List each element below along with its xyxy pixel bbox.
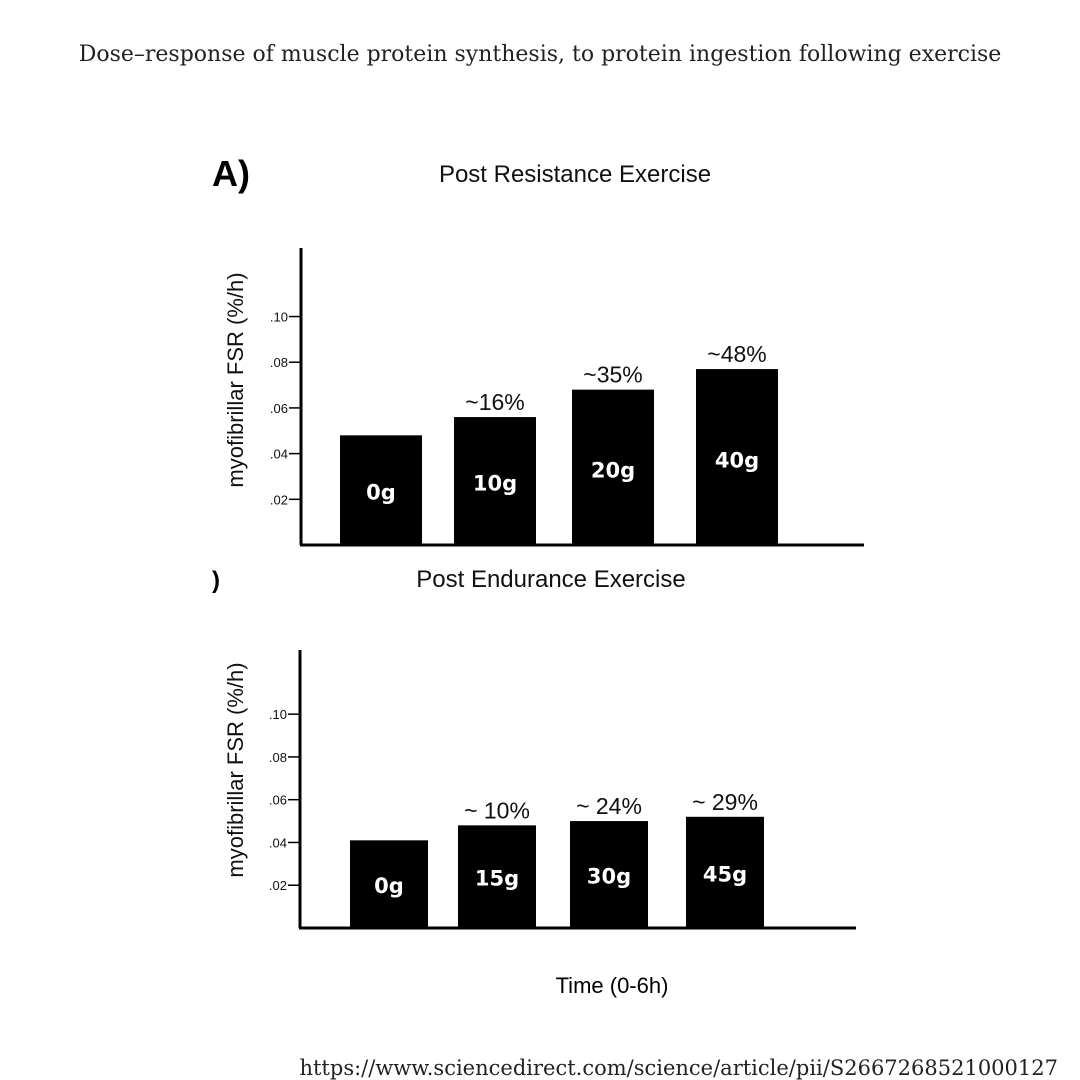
panel-b-label: ) [212, 567, 220, 594]
bar-category-label: 20g [591, 458, 635, 482]
y-tick-label: .10 [270, 310, 288, 325]
y-tick-label: .08 [269, 750, 287, 765]
chart-panel-endurance: Post Endurance Exercise myofibrillar FSR … [223, 566, 856, 928]
y-tick-label: .08 [270, 355, 288, 370]
y-tick-label: .02 [269, 878, 287, 893]
bar-category-label: 0g [366, 480, 396, 504]
chart-panel-resistance: Post Resistance Exercise myofibrillar FSR… [223, 161, 864, 545]
chart-title: Post Resistance Exercise [439, 161, 711, 188]
bar-annotation: ~16% [465, 389, 524, 415]
y-tick-label: .04 [269, 835, 287, 850]
bar-annotation: ~48% [707, 341, 766, 367]
y-axis-label: myofibrillar FSR (%/h) [223, 662, 248, 877]
bar-category-label: 30g [587, 865, 631, 889]
bar-annotation: ~ 24% [576, 793, 642, 819]
chart-title: Post Endurance Exercise [416, 566, 685, 593]
bar-annotation: ~ 29% [692, 789, 758, 815]
bar-category-label: 0g [374, 874, 404, 898]
bar-annotation: ~35% [583, 362, 642, 388]
bar-category-label: 15g [475, 867, 519, 891]
panel-a-label: A) [212, 153, 250, 194]
y-tick-label: .10 [269, 707, 287, 722]
source-url: https://www.sciencedirect.com/science/ar… [299, 1056, 1058, 1080]
bar-category-label: 45g [703, 863, 747, 887]
y-tick-label: .04 [270, 447, 288, 462]
x-axis-label: Time (0-6h) [556, 973, 669, 998]
bar-category-label: 10g [473, 472, 517, 496]
y-tick-label: .06 [269, 793, 287, 808]
bar-category-label: 40g [715, 449, 759, 473]
y-axis-label: myofibrillar FSR (%/h) [223, 272, 248, 487]
bar-annotation: ~ 10% [464, 797, 530, 823]
y-tick-label: .06 [270, 401, 288, 416]
y-tick-label: .02 [270, 492, 288, 507]
